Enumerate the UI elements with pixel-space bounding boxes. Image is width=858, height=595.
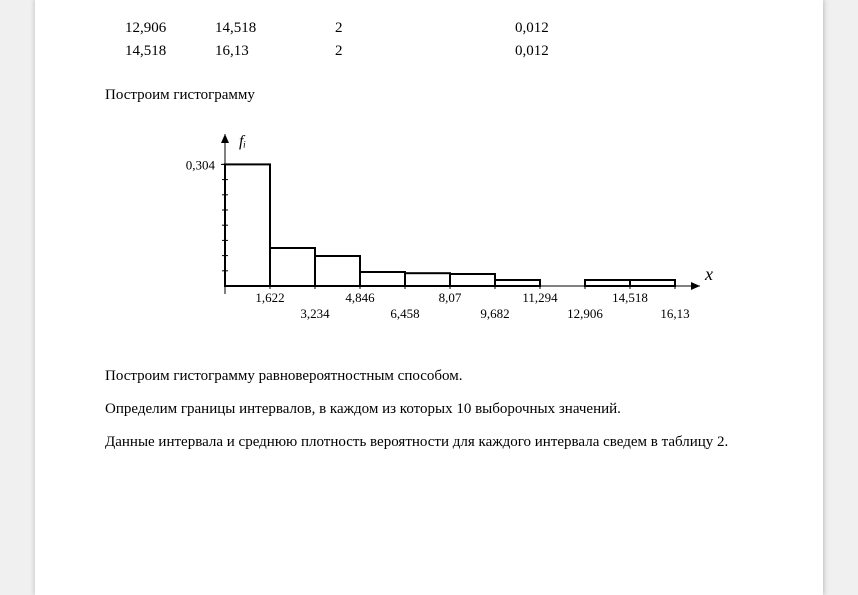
cell-a: 14,518	[105, 43, 205, 60]
svg-text:4,846: 4,846	[345, 290, 375, 305]
svg-text:9,682: 9,682	[480, 306, 509, 321]
histogram-svg: 0,304 1,622 3,234 4,846 6,458 8,07 9,682 11,294…	[165, 121, 725, 341]
table-row: 12,906 14,518 2 0,012	[105, 20, 773, 37]
cell-d: 0,012	[505, 43, 605, 60]
paragraph-define-bounds: Определим границы интервалов, в каждом и…	[105, 399, 773, 420]
svg-text:8,07: 8,07	[439, 290, 462, 305]
cell-b: 14,518	[205, 20, 325, 37]
page: 12,906 14,518 2 0,012 14,518 16,13 2 0,0…	[35, 0, 823, 595]
svg-text:12,906: 12,906	[567, 306, 603, 321]
cell-a: 12,906	[105, 20, 205, 37]
svg-text:3,234: 3,234	[300, 306, 330, 321]
svg-text:11,294: 11,294	[522, 290, 558, 305]
cell-b: 16,13	[205, 43, 325, 60]
paragraph-table2: Данные интервала и среднюю плотность вер…	[105, 432, 773, 453]
svg-text:1,622: 1,622	[255, 290, 284, 305]
paragraph-equiprobable: Построим гистограмму равновероятностным …	[105, 366, 773, 387]
svg-text:6,458: 6,458	[390, 306, 419, 321]
svg-text:16,13: 16,13	[660, 306, 689, 321]
svg-text:14,518: 14,518	[612, 290, 648, 305]
svg-text:fᵢ: fᵢ	[239, 133, 246, 150]
cell-d: 0,012	[505, 20, 605, 37]
svg-text:x: x	[704, 264, 713, 284]
histogram-chart: 0,304 1,622 3,234 4,846 6,458 8,07 9,682 11,294…	[165, 121, 773, 341]
svg-text:0,304: 0,304	[186, 157, 216, 172]
data-table: 12,906 14,518 2 0,012 14,518 16,13 2 0,0…	[105, 20, 773, 60]
cell-c: 2	[325, 20, 505, 37]
cell-c: 2	[325, 43, 505, 60]
paragraph-build-histogram: Построим гистограмму	[105, 85, 773, 106]
table-row: 14,518 16,13 2 0,012	[105, 43, 773, 60]
